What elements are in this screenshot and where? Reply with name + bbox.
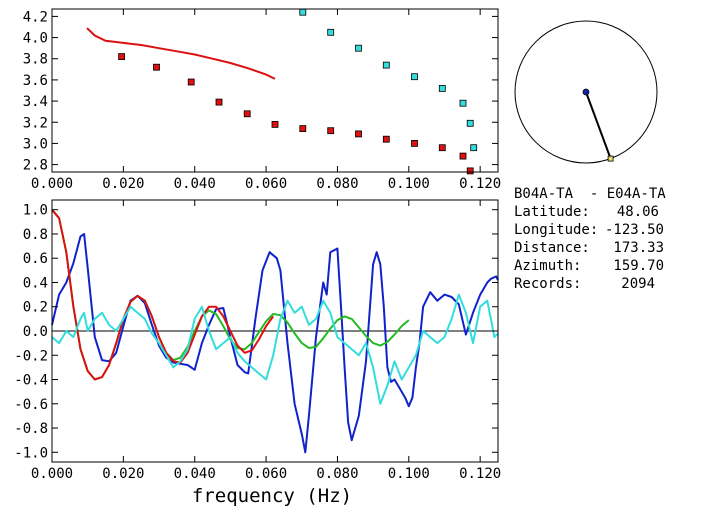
top-cyan-marker bbox=[470, 144, 478, 152]
top-red-marker bbox=[215, 98, 223, 106]
top-red-marker bbox=[438, 144, 446, 152]
top-red-marker bbox=[271, 121, 279, 128]
bottom-red-curve bbox=[51, 209, 275, 381]
bottom-y-tick-label: -1.0 bbox=[14, 445, 48, 461]
bottom-y-tick-label: 0.6 bbox=[23, 251, 48, 267]
top-cyan-marker bbox=[466, 119, 474, 127]
bottom-y-tick-label: 0.8 bbox=[23, 227, 48, 243]
bottom-y-tick-label: -0.2 bbox=[14, 348, 48, 364]
longitude-value: -123.50 bbox=[605, 222, 664, 238]
top-red-marker bbox=[459, 152, 467, 160]
bottom-y-tick-label: 1.0 bbox=[23, 203, 48, 219]
station-info: B04A-TA - E04A-TA Latitude: 48.06 Longit… bbox=[514, 186, 666, 292]
bottom-y-tick-label: 0.4 bbox=[23, 275, 48, 291]
top-x-tick-label: 0.100 bbox=[388, 176, 430, 192]
top-cyan-marker bbox=[411, 73, 418, 81]
azimuth-value: 159.70 bbox=[613, 258, 664, 274]
top-y-tick-label: 3.2 bbox=[23, 115, 48, 131]
azimuth-tip-marker bbox=[607, 155, 614, 162]
top-red-marker bbox=[382, 135, 390, 143]
bottom-series-layer bbox=[51, 209, 499, 454]
bottom-y-tick-label: 0.0 bbox=[23, 324, 48, 340]
azimuth-dial bbox=[514, 20, 658, 164]
top-x-tick-label: 0.020 bbox=[102, 176, 144, 192]
top-red-marker bbox=[411, 139, 418, 147]
top-y-tick-label: 4.0 bbox=[23, 31, 48, 47]
top-cyan-marker bbox=[438, 85, 446, 92]
top-y-tick-label: 3.0 bbox=[23, 136, 48, 152]
top-cyan-marker bbox=[382, 61, 390, 69]
top-red-marker bbox=[187, 78, 195, 86]
top-y-tick-label: 4.2 bbox=[23, 9, 48, 25]
bottom-x-tick-label: 0.120 bbox=[459, 466, 501, 482]
bottom-y-tick-label: -0.4 bbox=[14, 373, 48, 389]
records-value: 2094 bbox=[621, 276, 655, 292]
top-cyan-marker bbox=[327, 28, 335, 36]
distance-value: 173.33 bbox=[613, 240, 664, 256]
top-red-marker bbox=[118, 53, 125, 60]
bottom-panel: 0.000 0.020 0.040 0.060 0.080 0.100 0.120 1.0 0.… bbox=[14, 199, 501, 507]
top-red-marker bbox=[299, 125, 307, 132]
top-series-layer bbox=[86, 8, 478, 175]
bottom-y-tick-label: -0.6 bbox=[14, 397, 48, 413]
top-x-tick-label: 0.080 bbox=[316, 176, 358, 192]
top-red-marker bbox=[355, 130, 362, 138]
top-red-curve bbox=[86, 27, 276, 80]
top-red-marker bbox=[327, 127, 335, 135]
bottom-x-tick-label: 0.000 bbox=[31, 466, 73, 482]
top-y-tick-label: 2.8 bbox=[23, 158, 48, 174]
station-dot bbox=[582, 88, 590, 96]
top-axes: 0.000 0.020 0.040 0.060 0.080 0.100 0.120 2.8 3.… bbox=[23, 9, 501, 192]
top-cyan-marker bbox=[459, 99, 467, 107]
top-cyan-marker bbox=[299, 8, 307, 16]
bottom-cyan-curve bbox=[51, 293, 499, 405]
top-x-tick-label: 0.040 bbox=[174, 176, 216, 192]
top-x-tick-label: 0.120 bbox=[459, 176, 501, 192]
distance-label: Distance: bbox=[514, 240, 590, 256]
top-panel-frame bbox=[51, 8, 499, 173]
records-label: Records: bbox=[514, 276, 581, 292]
latitude-value: 48.06 bbox=[617, 204, 659, 220]
top-y-tick-label: 3.6 bbox=[23, 73, 48, 89]
bottom-x-tick-label: 0.020 bbox=[102, 466, 144, 482]
top-x-tick-label: 0.060 bbox=[245, 176, 287, 192]
dial-circle bbox=[514, 20, 658, 164]
top-red-marker bbox=[243, 110, 251, 118]
top-x-tick-label: 0.000 bbox=[31, 176, 73, 192]
station-pair-title: B04A-TA - E04A-TA bbox=[514, 186, 666, 202]
top-y-tick-label: 3.4 bbox=[23, 94, 48, 110]
longitude-label: Longitude: bbox=[514, 222, 598, 238]
top-y-tick-label: 3.8 bbox=[23, 52, 48, 68]
x-axis-label: frequency (Hz) bbox=[192, 485, 352, 507]
bottom-y-tick-label: -0.8 bbox=[14, 421, 48, 437]
bottom-axes: 0.000 0.020 0.040 0.060 0.080 0.100 0.120 1.0 0.… bbox=[14, 200, 501, 482]
top-red-marker bbox=[153, 63, 160, 71]
azimuth-label: Azimuth: bbox=[514, 258, 581, 274]
azimuth-needle bbox=[585, 91, 612, 159]
top-panel: 0.000 0.020 0.040 0.060 0.080 0.100 0.120 2.8 3.… bbox=[23, 8, 501, 192]
latitude-label: Latitude: bbox=[514, 204, 590, 220]
bottom-y-tick-label: 0.2 bbox=[23, 300, 48, 316]
top-cyan-marker bbox=[355, 44, 362, 52]
bottom-x-tick-label: 0.060 bbox=[245, 466, 287, 482]
bottom-x-tick-label: 0.100 bbox=[388, 466, 430, 482]
top-red-marker bbox=[466, 167, 474, 175]
bottom-x-tick-label: 0.040 bbox=[174, 466, 216, 482]
bottom-x-tick-label: 0.080 bbox=[316, 466, 358, 482]
